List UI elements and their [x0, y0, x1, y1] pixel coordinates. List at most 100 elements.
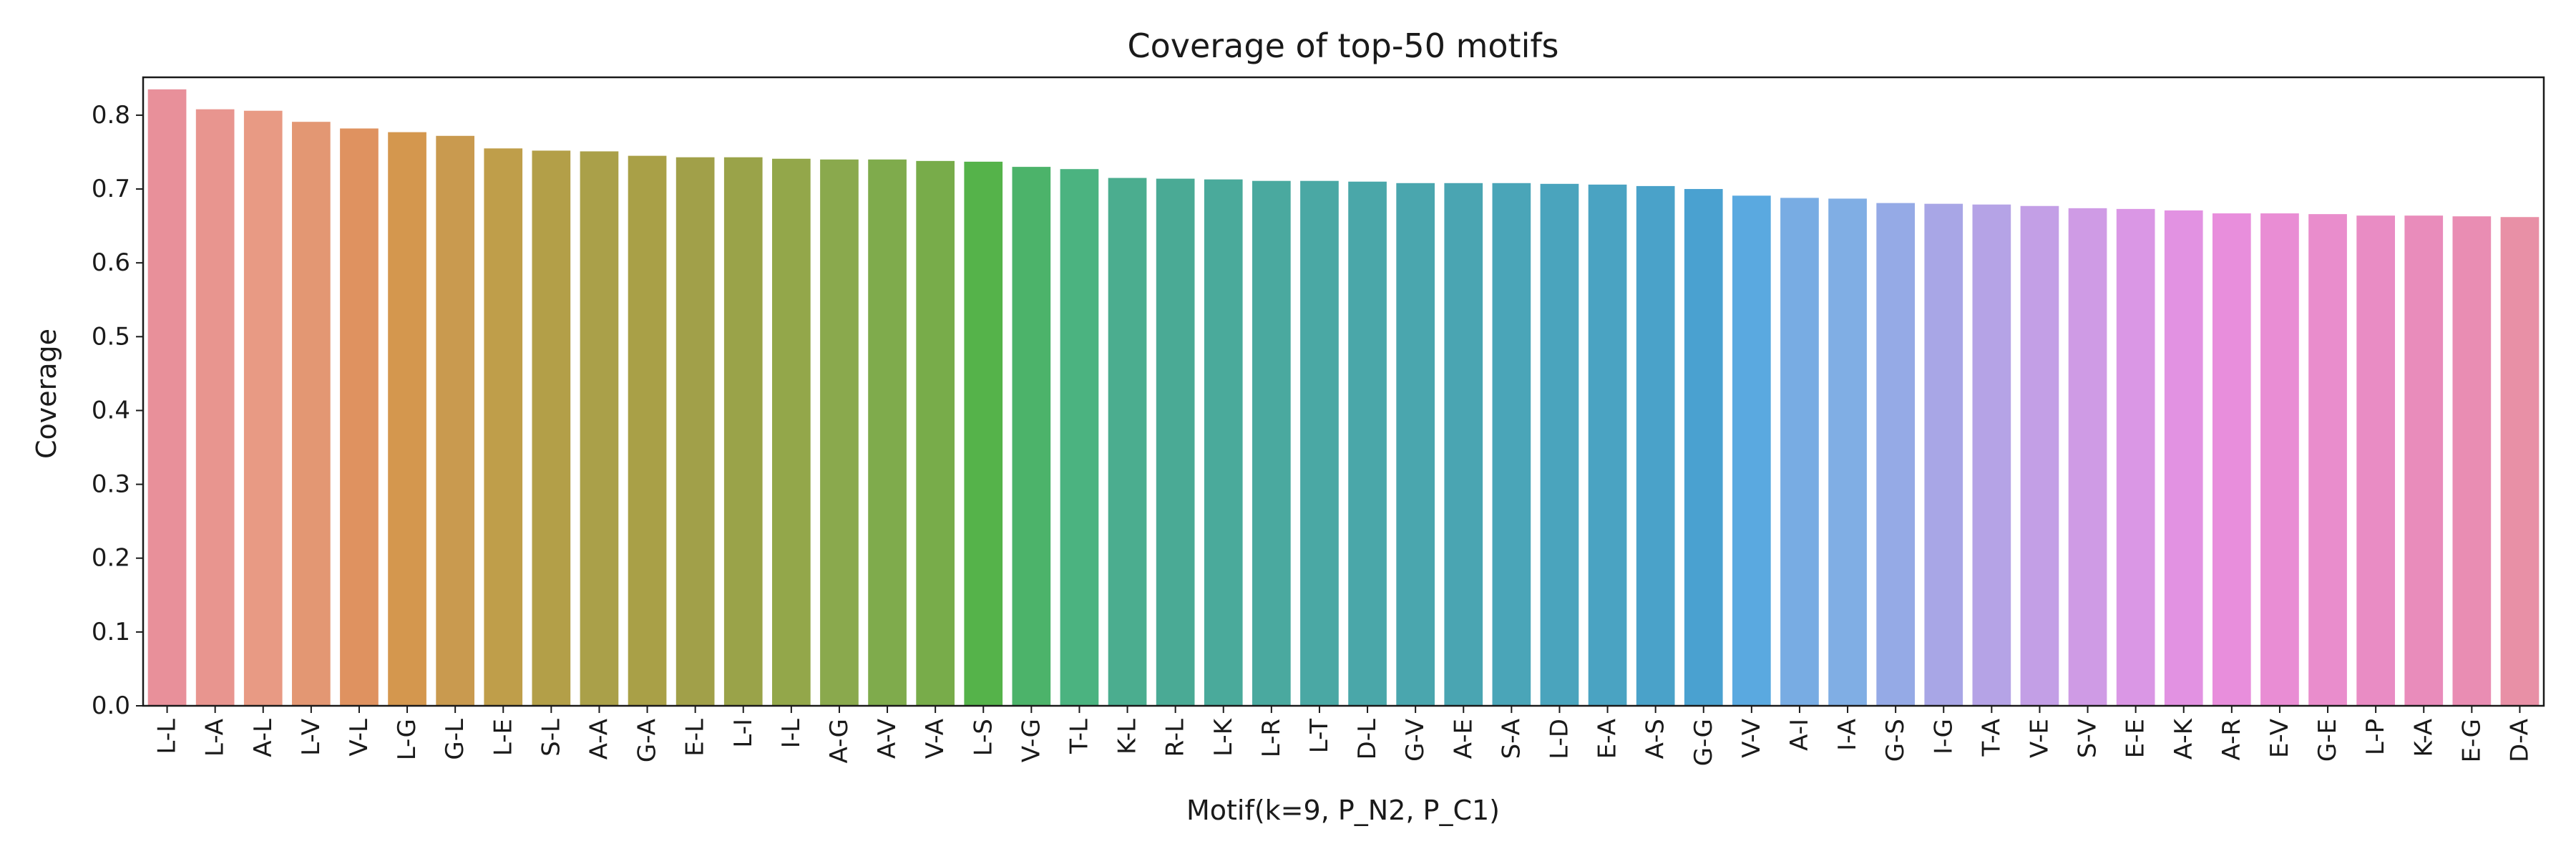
- bar-S-A: [1492, 183, 1531, 706]
- x-tick-label: E-L: [681, 719, 710, 757]
- bar-G-L: [436, 135, 474, 706]
- x-tick-label: G-V: [1401, 719, 1430, 762]
- bar-I-A: [1828, 198, 1867, 706]
- x-tick-label: L-D: [1545, 719, 1574, 759]
- bar-A-L: [243, 110, 283, 707]
- bar-A-I: [1780, 198, 1819, 706]
- y-tick-label: 0.0: [92, 691, 130, 720]
- x-tick-label: E-G: [2457, 719, 2486, 762]
- x-tick-label: V-G: [1017, 719, 1045, 762]
- bar-L-K: [1204, 179, 1243, 706]
- x-tick-label: D-A: [2505, 719, 2534, 762]
- x-tick-label: A-A: [585, 719, 613, 759]
- x-tick-label: R-L: [1161, 719, 1190, 757]
- bar-L-I: [723, 157, 763, 706]
- bar-G-A: [628, 155, 667, 706]
- x-tick-label: T-A: [1977, 719, 2006, 757]
- bar-L-T: [1300, 180, 1339, 707]
- x-tick-label: S-V: [2074, 719, 2102, 758]
- x-tick-label: G-G: [1689, 719, 1718, 766]
- x-tick-label: A-V: [873, 719, 902, 759]
- bar-E-G: [2452, 216, 2492, 706]
- x-tick-label: L-T: [1305, 719, 1334, 753]
- bar-L-R: [1252, 180, 1291, 707]
- bar-L-A: [195, 109, 235, 706]
- bar-D-A: [2500, 217, 2540, 706]
- x-tick-label: S-L: [537, 719, 565, 757]
- plot-area: [147, 89, 2540, 707]
- x-tick-label: E-V: [2265, 719, 2294, 758]
- y-tick-label: 0.3: [92, 470, 130, 499]
- bar-A-V: [868, 159, 907, 707]
- bar-L-E: [484, 148, 523, 707]
- y-axis-label: Coverage: [31, 329, 62, 459]
- bar-G-S: [1876, 203, 1915, 707]
- x-tick-label: A-S: [1641, 719, 1670, 759]
- bar-L-D: [1540, 183, 1579, 706]
- bar-T-L: [1060, 169, 1099, 707]
- x-tick-label: L-G: [393, 719, 421, 760]
- x-tick-label: G-A: [633, 719, 662, 762]
- bar-S-L: [532, 150, 571, 706]
- bar-K-A: [2404, 215, 2444, 706]
- x-tick-label: V-A: [921, 719, 950, 759]
- x-tick-label: K-A: [2409, 719, 2438, 757]
- x-tick-label: L-A: [201, 719, 230, 757]
- y-tick-label: 0.7: [92, 175, 130, 203]
- y-tick-label: 0.6: [92, 248, 130, 277]
- bar-K-L: [1108, 178, 1147, 706]
- x-tick-label: A-G: [825, 719, 854, 763]
- x-tick-label: L-P: [2361, 719, 2390, 755]
- x-tick-label: E-E: [2122, 719, 2150, 758]
- bar-V-A: [916, 160, 955, 706]
- bar-V-V: [1732, 195, 1771, 706]
- bar-L-L: [147, 89, 187, 707]
- bar-G-E: [2308, 214, 2347, 707]
- bar-G-V: [1396, 183, 1435, 706]
- x-tick-label: L-L: [153, 719, 182, 754]
- bar-I-G: [1924, 203, 1963, 706]
- bar-E-E: [2116, 208, 2155, 706]
- x-tick-label: V-E: [2025, 719, 2054, 758]
- x-axis-label: Motif(k=9, P_N2, P_C1): [1186, 795, 1500, 826]
- bar-A-S: [1636, 185, 1675, 706]
- bar-L-V: [292, 122, 331, 707]
- x-tick-label: L-V: [297, 719, 326, 756]
- chart-title: Coverage of top-50 motifs: [1127, 26, 1558, 65]
- x-tick-label: V-L: [345, 719, 374, 757]
- bar-S-V: [2068, 208, 2107, 706]
- x-tick-label: A-R: [2218, 719, 2246, 760]
- y-tick-label: 0.2: [92, 544, 130, 573]
- x-tick-label: S-A: [1497, 719, 1526, 759]
- x-tick-label: G-E: [2313, 719, 2342, 762]
- x-tick-label: A-K: [2170, 717, 2198, 759]
- x-tick-label: V-V: [1737, 719, 1766, 758]
- x-tick-label: E-A: [1594, 719, 1622, 759]
- x-tick-label: A-L: [249, 719, 278, 757]
- bar-L-S: [964, 161, 1003, 706]
- x-tick-label: I-A: [1833, 719, 1862, 751]
- x-tick-label: I-L: [777, 719, 806, 748]
- bar-L-G: [388, 132, 426, 707]
- x-tick-label: L-E: [489, 719, 517, 756]
- y-tick-label: 0.5: [92, 322, 130, 351]
- x-tick-label: G-S: [1881, 719, 1910, 762]
- bar-R-L: [1156, 178, 1195, 706]
- bar-A-A: [580, 151, 619, 706]
- x-tick-label: T-L: [1065, 719, 1093, 754]
- x-axis: L-L L-A A-L L-V V-L L-G G-L L-E S-L A-A G-A E-L L-I I…: [153, 706, 2534, 766]
- bar-D-L: [1348, 181, 1387, 707]
- bar-V-G: [1012, 167, 1051, 706]
- x-tick-label: D-L: [1353, 719, 1382, 759]
- y-tick-label: 0.1: [92, 618, 130, 646]
- bar-A-E: [1444, 183, 1483, 706]
- x-tick-label: A-I: [1785, 719, 1814, 751]
- y-axis: 0.0 0.1 0.2 0.3 0.4 0.5 0.6 0.7 0.8: [92, 101, 143, 720]
- x-tick-label: K-L: [1113, 719, 1142, 754]
- x-tick-label: G-L: [441, 719, 469, 760]
- bar-E-A: [1588, 184, 1627, 706]
- bar-V-L: [340, 128, 379, 706]
- x-tick-label: L-R: [1257, 719, 1286, 757]
